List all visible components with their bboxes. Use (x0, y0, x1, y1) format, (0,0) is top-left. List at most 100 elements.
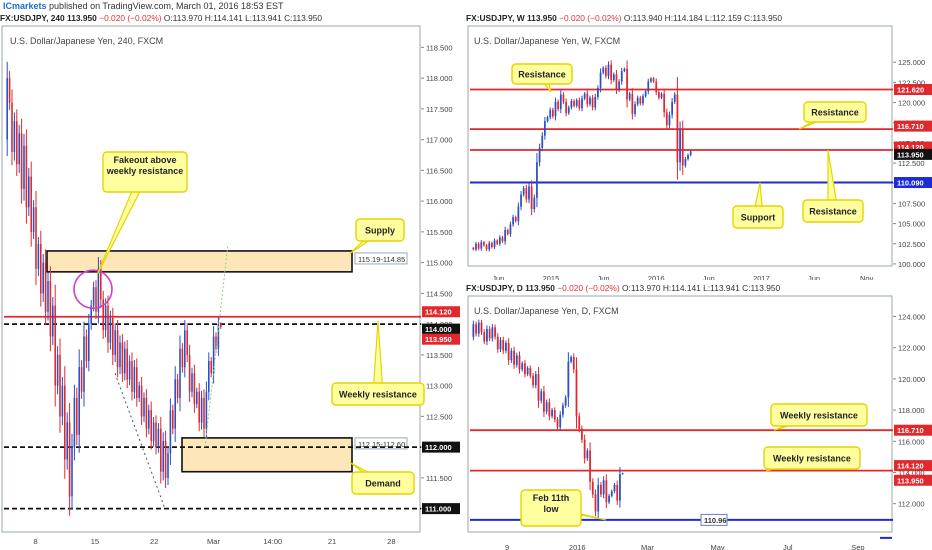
w-candle (687, 155, 689, 160)
h4-candle (32, 207, 35, 232)
h4-candle (205, 391, 208, 429)
h4-price-tag: 114.000 (425, 325, 452, 334)
w-price-tag-bg (894, 120, 932, 132)
h4-zone-label: 112.15-112.60 (358, 440, 405, 449)
d-candle (524, 363, 526, 375)
h4-candle (76, 397, 78, 435)
h4-candle (136, 367, 138, 398)
h4-candle (148, 410, 150, 429)
weekly-chart[interactable]: U.S. Dollar/Japanese Yen, W, FXCM 125.00… (466, 24, 932, 280)
w-candle (623, 68, 626, 72)
w-candle (517, 206, 520, 222)
h4-candle (68, 422, 71, 497)
h4-candle (49, 281, 52, 337)
d-candle (602, 480, 605, 495)
w-candle (665, 112, 668, 126)
h4-candle (164, 440, 167, 478)
w-candle (549, 109, 552, 118)
w-candle (530, 186, 533, 210)
w-candle (573, 100, 575, 106)
w-candle (493, 240, 496, 247)
w-candle (525, 188, 528, 200)
d-price-tag: 116.710 (897, 426, 924, 435)
daily-symbol[interactable]: FX:USDJPY, D (466, 283, 523, 293)
h4-fakeout-circle (73, 269, 113, 310)
h4-change: −0.020 (−0.02%) (99, 13, 162, 23)
daily-low: L:113.941 (703, 283, 740, 293)
d-candle (575, 369, 578, 417)
h4-y-tick-label: 116.500 (426, 166, 453, 175)
h4-y-tick-label: 117.000 (426, 136, 453, 145)
h4-chart[interactable]: U.S. Dollar/Japanese Yen, 240, FXCM 118.… (0, 24, 462, 550)
d-candle (564, 397, 567, 406)
h4-candle (200, 397, 203, 423)
w-callout-text: Resistance (809, 207, 857, 217)
h4-zone-rect (181, 437, 353, 473)
d-candle (553, 410, 556, 420)
w-candle (597, 88, 599, 97)
d-callout-text-line: low (544, 504, 560, 514)
d-candle (619, 474, 621, 501)
d-y-tick-label: 116.000 (898, 437, 925, 446)
w-candle (498, 237, 501, 244)
h4-price-tag-bg (422, 323, 460, 335)
h4-y-tick-label: 118.000 (426, 74, 453, 83)
d-candle (545, 402, 548, 412)
w-callout-box (803, 101, 867, 123)
w-candle (594, 96, 597, 108)
d-candle (510, 350, 513, 361)
w-price-tag: 110.090 (897, 179, 924, 188)
w-candle (631, 93, 634, 114)
brand-link[interactable]: ICmarkets (3, 1, 47, 11)
d-candle (551, 410, 553, 417)
w-y-tick-label: 112.500 (898, 159, 925, 168)
d-candle (475, 324, 477, 334)
h4-callout-text: Supply (365, 226, 395, 236)
h4-candle (155, 422, 157, 448)
d-candle (534, 374, 537, 386)
w-candle (628, 93, 631, 100)
w-candle (491, 242, 493, 247)
d-price-tag: 114.120 (897, 462, 924, 471)
d-candle (521, 363, 524, 370)
w-y-tick-label: 122.500 (898, 78, 925, 87)
h4-candle (90, 305, 92, 325)
w-candle (586, 93, 589, 105)
daily-chart-title: U.S. Dollar/Japanese Yen, D, FXCM (474, 306, 619, 316)
w-candle (607, 64, 610, 76)
h4-candle (128, 361, 131, 380)
w-price-tag: 121.620 (897, 86, 924, 95)
d-price-tag-bg (700, 513, 728, 526)
w-price-tag-bg (894, 84, 932, 96)
h4-candle (133, 367, 136, 392)
weekly-symbol[interactable]: FX:USDJPY, W (466, 13, 525, 23)
h4-candle (73, 397, 76, 448)
w-candle (620, 71, 623, 82)
h4-candle (143, 397, 145, 417)
d-callout-text: Weekly resistance (773, 454, 851, 464)
w-candle (618, 81, 620, 90)
w-candle (546, 117, 549, 122)
daily-change: −0.020 (−0.02%) (557, 283, 620, 293)
h4-symbol[interactable]: FX:USDJPY, 240 (0, 13, 65, 23)
h4-candle (150, 410, 152, 441)
w-candle (557, 101, 560, 110)
d-candle (567, 361, 570, 398)
w-candle (575, 100, 578, 106)
h4-candle (198, 391, 200, 423)
w-y-tick-label: 100.000 (898, 260, 925, 269)
h4-candle (23, 145, 25, 189)
d-candle (548, 402, 551, 417)
h4-candle (30, 176, 32, 232)
d-x-tick-label: 2016 (569, 543, 586, 550)
h4-candle (119, 342, 121, 368)
h4-candle (124, 348, 126, 374)
w-price-tag-bg (894, 141, 932, 153)
weekly-last: 113.950 (526, 13, 557, 23)
d-candle (513, 350, 515, 365)
h4-price-tag: 114.120 (425, 308, 452, 317)
w-y-tick-label: 105.000 (898, 220, 925, 229)
w-candle (477, 243, 480, 249)
daily-chart[interactable]: U.S. Dollar/Japanese Yen, D, FXCM 124.00… (466, 294, 932, 550)
h4-y-tick-label: 113.500 (426, 351, 453, 360)
